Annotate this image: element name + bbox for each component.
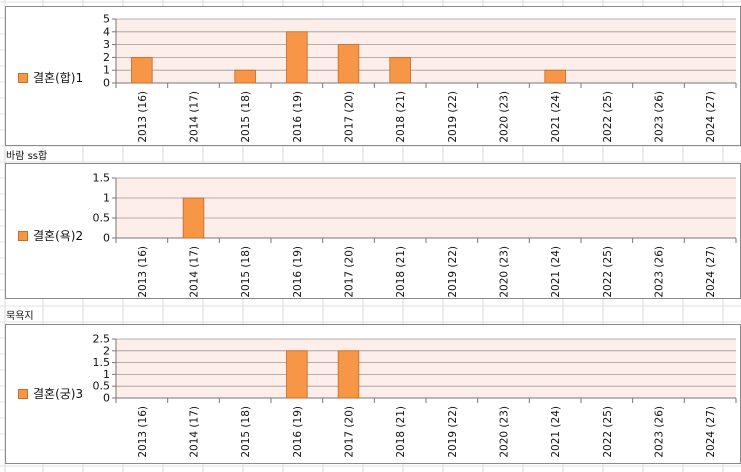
bar: [286, 350, 308, 399]
bar: [131, 57, 153, 84]
sheet-cell-label-2: 묵욕지: [6, 311, 34, 322]
plot-area: [116, 178, 736, 238]
x-tick-label: 2015 (18): [240, 406, 252, 458]
x-tick-label: 2019 (22): [447, 91, 459, 143]
x-tick-label: 2015 (18): [240, 246, 252, 298]
bar: [286, 31, 308, 84]
x-tick-label: 2023 (26): [654, 91, 666, 143]
y-tick-label: 0: [103, 77, 110, 90]
y-tick-label: 1.5: [93, 172, 111, 185]
x-tick-label: 2022 (25): [602, 91, 614, 143]
x-tick-label: 2016 (19): [292, 91, 304, 143]
x-tick-label: 2019 (22): [447, 406, 459, 458]
x-tick-label: 2022 (25): [602, 246, 614, 298]
chart-3-legend: 결혼(궁)3: [18, 385, 83, 402]
y-tick-label: 0: [103, 232, 110, 245]
y-tick-label: 0.5: [93, 380, 111, 393]
chart-2-legend-label: 결혼(욕)2: [33, 229, 84, 243]
x-tick-label: 2023 (26): [654, 246, 666, 298]
x-tick-label: 2017 (20): [344, 246, 356, 298]
bar: [182, 197, 205, 239]
legend-swatch-icon: [18, 72, 28, 83]
y-tick-label: 2: [103, 51, 110, 64]
x-tick-label: 2021 (24): [550, 246, 562, 298]
chart-panel-2[interactable]: 0 0.5 1 1.5 2013 (16) 2014 (17) 2015 (18) 2016 …: [5, 163, 741, 299]
x-tick-label: 2013 (16): [137, 91, 149, 143]
y-tick-label: 1: [103, 368, 110, 381]
chart-1-legend-label: 결혼(합)1: [33, 71, 84, 85]
x-tick-label: 2019 (22): [447, 246, 459, 298]
y-tick-label: 4: [103, 25, 110, 38]
chart-2-plot: 0 0.5 1 1.5 2013 (16) 2014 (17) 2015 (18) 2016 …: [93, 172, 737, 298]
x-tick-label: 2024 (27): [705, 246, 717, 298]
x-tick-label: 2015 (18): [240, 91, 252, 143]
chart-panel-3[interactable]: 0 0.5 1 1.5 2 2.5 2013 (16) 2014 (17) 2015 (18) 2…: [5, 324, 741, 464]
chart-3-plot: 00.511.522.5 2013 (16) 2014 (17) 2015 (18) 2…: [93, 333, 737, 458]
y-tick-label: 1: [103, 64, 110, 77]
y-tick-label: 2: [103, 344, 110, 357]
chart-1-legend: 결혼(합)1: [18, 69, 83, 86]
x-tick-label: 2021 (24): [550, 91, 562, 143]
x-tick-label: 2018 (21): [395, 406, 407, 458]
x-tick-label: 2021 (24): [550, 406, 562, 458]
x-tick-label: 2016 (19): [292, 406, 304, 458]
plot-area: [116, 339, 736, 398]
bar: [544, 69, 566, 84]
x-tick-label: 2022 (25): [602, 406, 614, 458]
legend-swatch-icon: [18, 230, 28, 241]
y-tick-label: 0: [103, 392, 110, 405]
y-tick-label: 0.5: [93, 212, 111, 225]
x-tick-label: 2014 (17): [189, 91, 201, 143]
y-tick-label: 3: [103, 38, 110, 51]
x-tick-label: 2023 (26): [654, 406, 666, 458]
x-tick-label: 2020 (23): [499, 91, 511, 143]
x-tick-label: 2014 (17): [189, 406, 201, 458]
x-tick-label: 2024 (27): [705, 91, 717, 143]
chart-panel-1[interactable]: 0 1 2 3 4 5 2013 (16) 2014 (17) 2015 (18) 2016 (1…: [5, 6, 741, 146]
x-tick-label: 2013 (16): [137, 246, 149, 298]
x-tick-label: 2014 (17): [189, 246, 201, 298]
bar: [389, 57, 411, 84]
x-tick-label: 2020 (23): [499, 406, 511, 458]
x-tick-label: 2017 (20): [344, 406, 356, 458]
chart-2-legend: 결혼(욕)2: [18, 227, 83, 244]
y-tick-label: 2.5: [93, 333, 111, 346]
y-tick-label: 1.5: [93, 356, 111, 369]
bar: [337, 350, 360, 399]
x-tick-label: 2013 (16): [137, 406, 149, 458]
plot-area: [116, 19, 736, 83]
legend-swatch-icon: [18, 388, 28, 399]
x-tick-label: 2018 (21): [395, 246, 407, 298]
y-tick-label: 1: [103, 192, 110, 205]
bar: [234, 69, 256, 84]
x-tick-label: 2018 (21): [395, 91, 407, 143]
x-tick-label: 2024 (27): [705, 406, 717, 458]
x-tick-label: 2020 (23): [499, 246, 511, 298]
chart-3-legend-label: 결혼(궁)3: [33, 387, 84, 401]
bar: [337, 44, 360, 84]
x-tick-label: 2016 (19): [292, 246, 304, 298]
x-tick-label: 2017 (20): [344, 91, 356, 143]
y-tick-label: 5: [103, 13, 110, 26]
sheet-cell-label-1: 바람 ss합: [6, 151, 48, 162]
